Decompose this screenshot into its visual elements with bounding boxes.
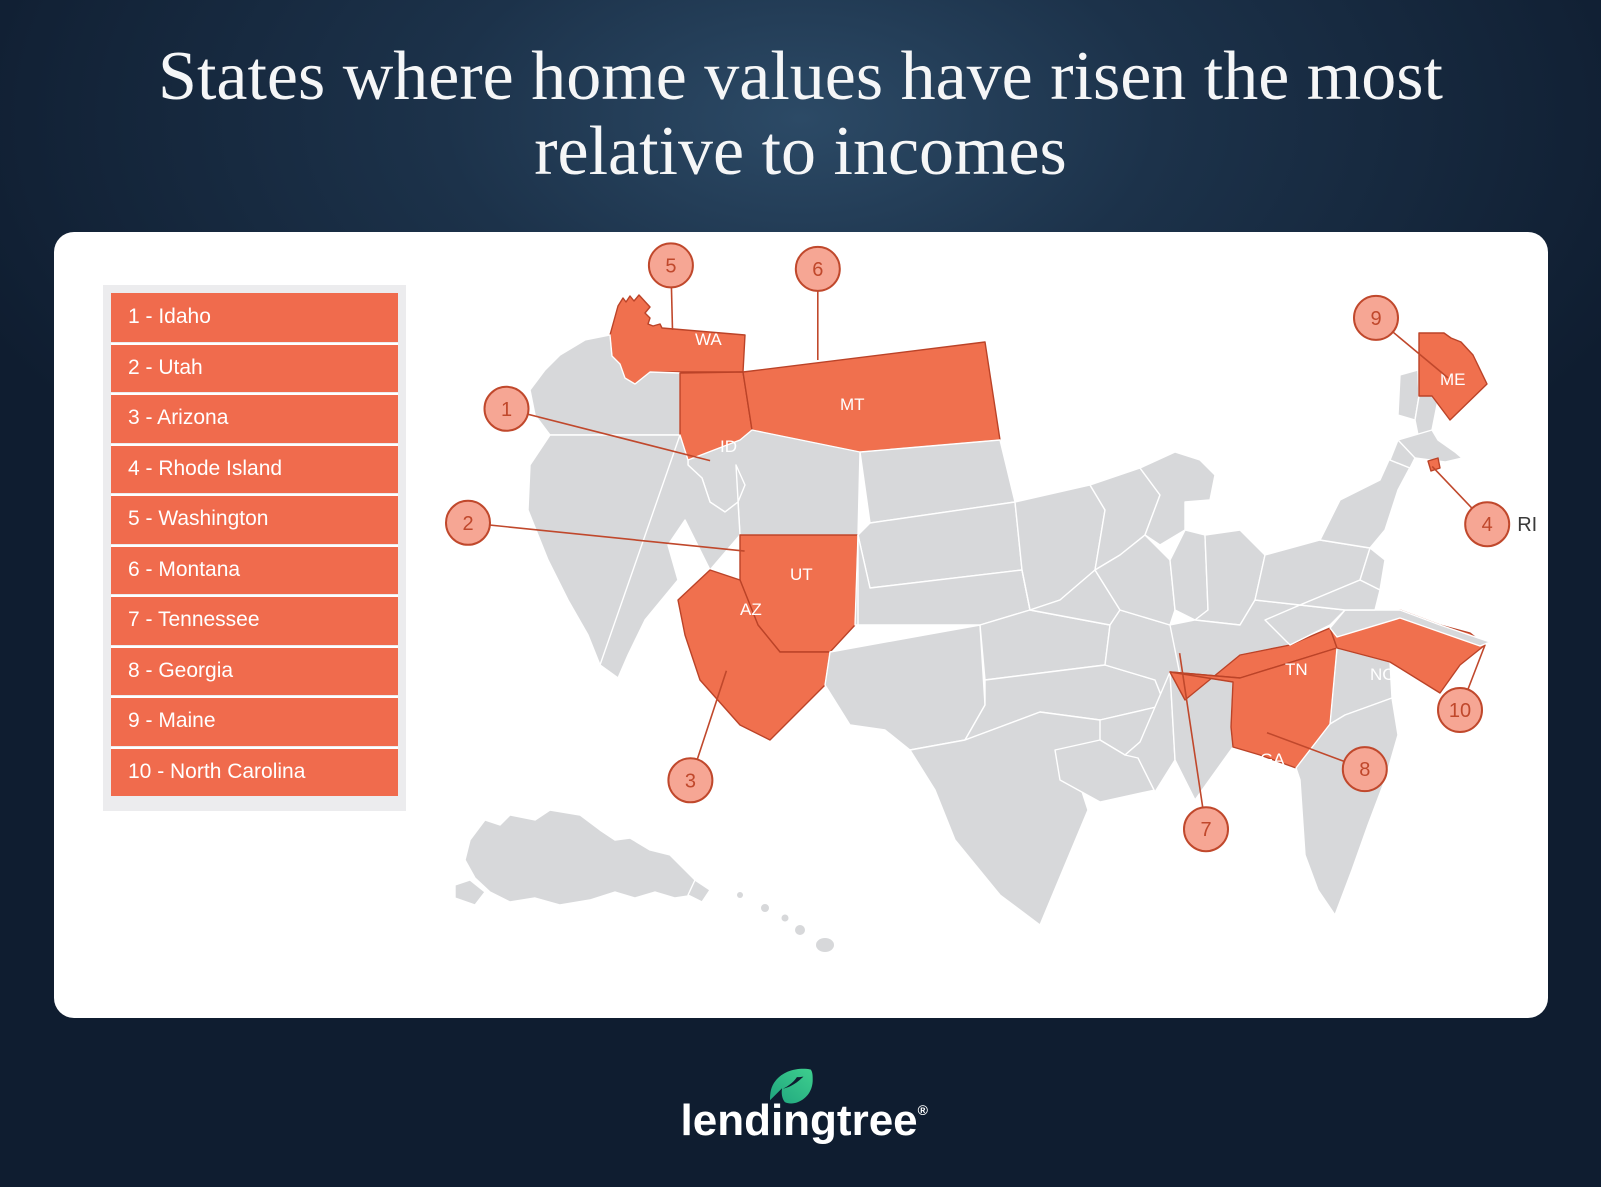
svg-text:6: 6 — [812, 259, 823, 281]
svg-text:7: 7 — [1200, 819, 1211, 841]
svg-text:3: 3 — [685, 770, 696, 792]
svg-text:9: 9 — [1370, 308, 1381, 330]
svg-text:5: 5 — [665, 255, 676, 277]
svg-text:RI: RI — [1517, 514, 1537, 536]
svg-text:10: 10 — [1449, 700, 1471, 722]
svg-text:1: 1 — [501, 399, 512, 421]
svg-text:4: 4 — [1482, 514, 1493, 536]
svg-text:2: 2 — [462, 513, 473, 535]
svg-text:8: 8 — [1359, 759, 1370, 781]
